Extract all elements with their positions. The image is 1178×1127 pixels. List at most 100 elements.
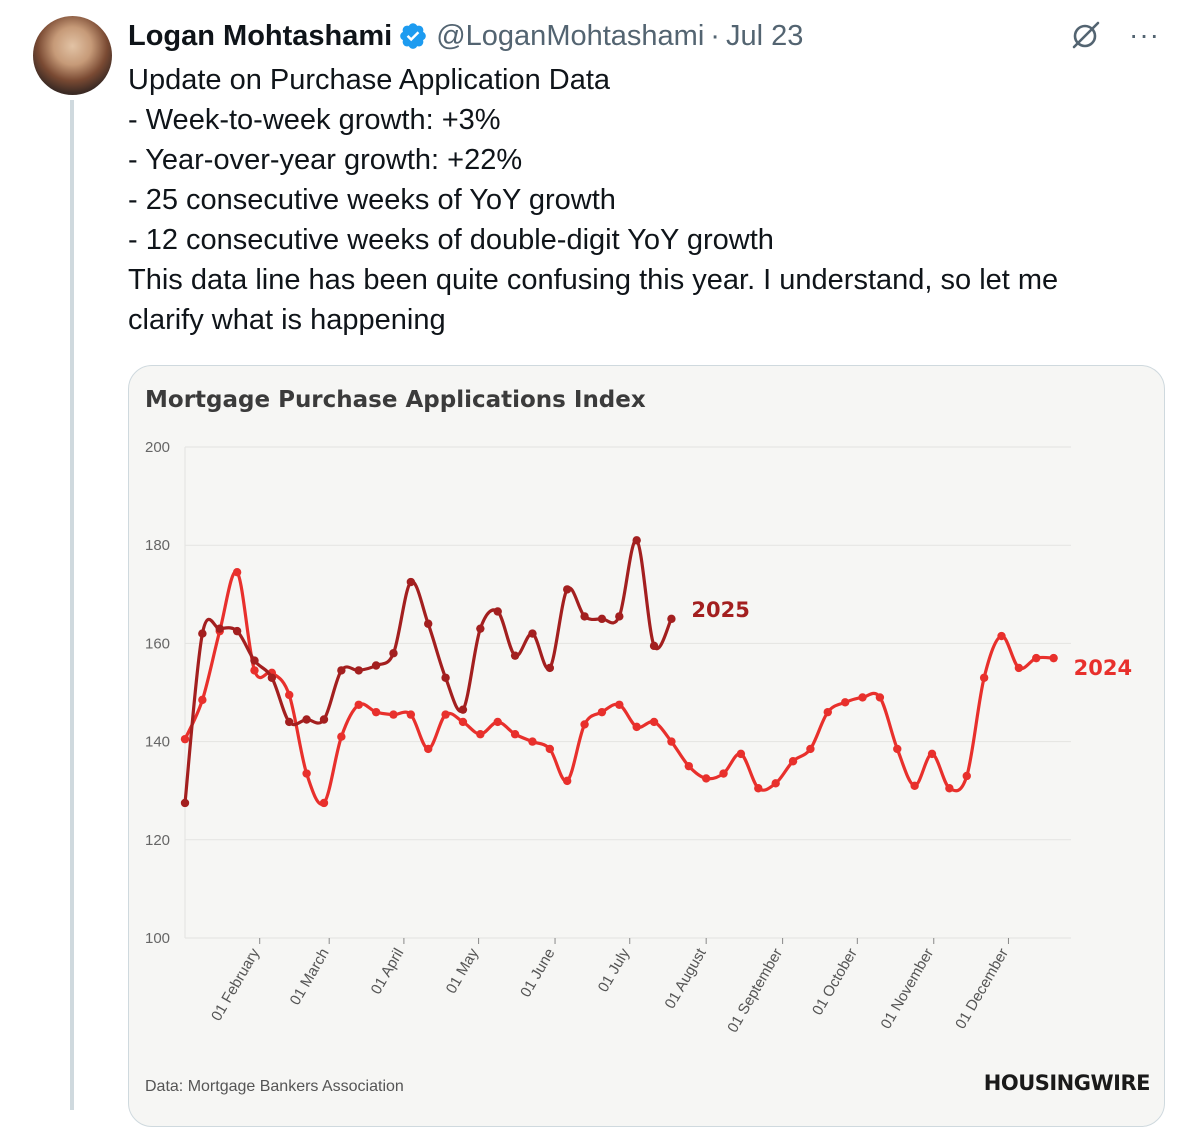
data-point-2025 [389,649,398,658]
author-handle[interactable]: @LoganMohtashami [436,19,705,52]
tweet-date[interactable]: Jul 23 [725,19,804,52]
data-source: Data: Mortgage Bankers Association [145,1078,404,1095]
data-point-2025 [285,717,294,727]
data-point-2024 [232,568,242,577]
x-tick-label: 01 February [208,945,263,1024]
data-point-2025 [476,624,485,633]
data-point-2024 [684,761,694,771]
tweet-line: - 12 consecutive weeks of double-digit Y… [128,224,774,256]
data-point-2024 [389,710,398,719]
grid [184,446,1071,939]
data-point-2024 [754,784,763,793]
data-point-2024 [667,737,676,746]
data-point-2024 [649,717,659,727]
data-point-2025 [528,629,537,638]
data-point-2024 [945,784,954,793]
y-tick-label: 200 [145,439,170,456]
tweet-line: - 25 consecutive weeks of YoY growth [128,184,616,216]
data-point-2024 [615,700,624,709]
data-point-2024 [771,779,780,788]
chart-card[interactable]: Mortgage Purchase Applications Index 100… [128,365,1165,1127]
data-point-2025 [302,715,311,724]
y-axis: 100 120 140 160 180 200 [145,439,170,947]
x-tick-label: 01 August [662,945,711,1012]
data-point-2024 [562,776,572,786]
tweet-line: - Year-over-year growth: +22% [128,144,523,176]
x-tick-label: 01 December [952,945,1012,1031]
chart-svg: Mortgage Purchase Applications Index 100… [145,387,1151,1095]
data-point-2024 [406,710,416,719]
data-point-2024 [979,673,989,682]
data-point-2025 [319,715,329,724]
data-point-2024 [910,781,919,790]
data-point-2025 [441,673,450,682]
series: 2024 2025 [180,536,1132,808]
tweet-text: Update on Purchase Application Data - We… [128,60,1148,340]
data-point-2024 [302,769,311,778]
tweet-header: Logan Mohtashami @LoganMohtashami · Jul … [128,16,803,56]
data-point-2024 [476,730,485,739]
housingwire-logo: HOUSINGWIRE [984,1071,1150,1095]
tweet-actions-top: ··· [1069,18,1160,52]
more-icon[interactable]: ··· [1129,19,1160,50]
x-tick-label: 01 May [443,945,483,997]
series-label-2025: 2025 [691,598,749,622]
data-point-2024 [337,732,346,741]
data-point-2024 [319,798,329,808]
data-point-2024 [597,707,607,717]
data-point-2024 [806,744,815,754]
data-point-2025 [667,614,676,624]
data-point-2025 [371,661,381,670]
data-point-2025 [615,612,624,621]
data-point-2024 [632,722,641,732]
data-point-2024 [927,749,937,759]
data-point-2024 [424,744,433,754]
y-tick-label: 180 [145,537,170,554]
x-tick-label: 01 April [368,946,408,998]
data-point-2024 [962,771,971,781]
data-point-2025 [632,536,641,545]
data-point-2024 [858,693,867,702]
x-tick-label: 01 June [517,946,558,1001]
data-point-2024 [198,695,207,705]
x-tick-label: 01 October [809,946,861,1019]
avatar[interactable] [33,16,112,95]
grok-icon[interactable] [1069,18,1103,52]
data-point-2025 [215,624,224,633]
thread-line [70,100,74,1110]
data-point-2024 [180,734,190,744]
series-label-2024: 2024 [1074,656,1132,680]
x-tick-label: 01 November [877,945,937,1031]
verified-badge-icon [400,23,427,49]
series-line-2024 [183,570,1054,806]
data-point-2025 [232,626,242,636]
y-tick-label: 120 [145,832,170,849]
y-tick-label: 140 [145,734,170,751]
data-point-2025 [597,614,607,624]
data-point-2025 [337,666,346,675]
data-point-2025 [580,612,589,621]
author-name[interactable]: Logan Mohtashami [128,19,393,52]
data-point-2025 [545,663,555,673]
y-tick-label: 160 [145,635,170,652]
data-point-2024 [1049,653,1058,663]
data-point-2024 [580,720,589,729]
data-point-2024 [997,631,1006,641]
data-point-2025 [406,577,416,587]
x-tick-label: 01 September [724,946,786,1036]
tweet-line: clarify what is happening [128,304,446,336]
data-point-2024 [510,730,520,739]
data-point-2024 [840,698,850,707]
data-point-2025 [493,607,502,616]
data-point-2024 [528,737,537,746]
chart-title: Mortgage Purchase Applications Index [145,387,646,413]
data-point-2025 [354,666,363,675]
tweet-line: - Week-to-week growth: +3% [128,104,501,136]
data-point-2025 [424,619,433,628]
data-point-2024 [701,774,711,783]
data-point-2024 [441,710,450,719]
data-point-2024 [1032,653,1041,663]
data-point-2024 [893,744,902,754]
tweet-line: This data line has been quite confusing … [128,264,1059,296]
x-tick-label: 01 March [287,946,333,1009]
